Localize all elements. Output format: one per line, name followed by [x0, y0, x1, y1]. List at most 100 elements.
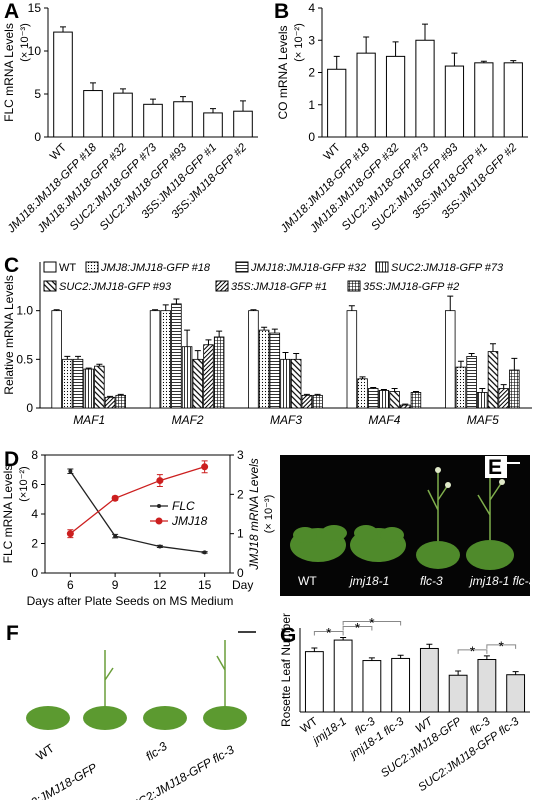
bar — [445, 310, 456, 409]
x-tick-label: 6 — [67, 578, 74, 592]
legend-label: 35S:JMJ18-GFP #1 — [231, 281, 327, 293]
comparison-bracket — [313, 630, 344, 636]
photo-label: SUC2:JMJ18-GFP flc-3 — [121, 742, 236, 800]
error-bar — [480, 60, 487, 63]
legend-label: JMJ8:JMJ18-GFP #18 — [100, 262, 211, 274]
error-bar — [53, 309, 60, 311]
y-axis-label: Rosette Leaf Number — [279, 613, 293, 727]
error-bar — [402, 403, 409, 406]
y-tick-label: 0 — [308, 130, 315, 144]
error-bar — [240, 100, 246, 112]
error-bar — [205, 339, 212, 345]
comparison-label: * — [499, 638, 505, 654]
legend-swatch — [375, 261, 389, 273]
point — [156, 477, 164, 485]
point — [113, 534, 118, 539]
legend-swatch — [215, 280, 229, 292]
comparison-label: * — [470, 643, 476, 659]
x-tick-label: 9 — [112, 578, 119, 592]
bar — [455, 366, 467, 409]
bar — [304, 651, 324, 713]
y-tick-label: 10 — [28, 44, 42, 58]
y-tick-label: 2 — [237, 487, 244, 501]
comparison-label: * — [369, 614, 375, 630]
bar — [477, 392, 488, 409]
error-bar — [510, 60, 517, 63]
legend-swatch — [235, 261, 249, 273]
series-line — [69, 470, 205, 553]
bar — [474, 62, 494, 138]
bar — [410, 392, 422, 409]
panel-letter: E — [488, 456, 502, 479]
error-bar — [391, 388, 398, 392]
y-tick-label: 0 — [31, 566, 38, 580]
y2-axis-unit: (× 10⁻³) — [263, 495, 275, 534]
comparison-bracket — [342, 620, 402, 626]
y-tick-label: 4 — [308, 1, 315, 15]
legend-swatch — [85, 261, 99, 273]
bar — [53, 31, 73, 138]
bar — [448, 674, 468, 713]
y-tick-label: 8 — [31, 448, 38, 462]
error-bar — [282, 352, 289, 360]
bar — [444, 65, 465, 138]
legend-label: WT — [59, 262, 76, 274]
error-bar — [511, 357, 518, 371]
error-bar — [271, 328, 278, 334]
bar — [466, 356, 477, 409]
bar — [400, 404, 411, 409]
point — [68, 469, 73, 474]
bar — [171, 303, 182, 409]
error-bar — [64, 355, 71, 360]
error-bar — [359, 376, 366, 379]
bar — [333, 639, 353, 713]
legend-label: SUC2:JMJ18-GFP #93 — [59, 281, 172, 293]
error-bar — [489, 343, 496, 352]
bar — [62, 358, 73, 409]
panel-letter: D — [4, 448, 19, 471]
y-tick-label: 1.0 — [16, 304, 33, 318]
error-bar — [60, 26, 66, 33]
bar — [51, 310, 62, 409]
bar — [233, 110, 253, 138]
bar — [143, 103, 163, 138]
bar — [149, 310, 161, 409]
y-tick-label: 15 — [28, 1, 42, 15]
bar — [160, 310, 171, 409]
point — [111, 494, 119, 502]
bar — [362, 660, 382, 713]
bar — [104, 396, 116, 409]
y-axis-label: FLC mRNA Levels — [2, 23, 16, 122]
point — [66, 530, 74, 538]
bar — [389, 391, 400, 409]
bar — [415, 39, 435, 138]
error-bar — [500, 384, 507, 389]
error-bar — [363, 36, 370, 54]
y-tick-label: 5 — [34, 87, 41, 101]
error-bar — [162, 304, 169, 311]
bar — [94, 365, 105, 409]
bar — [506, 674, 526, 713]
error-bar — [457, 360, 464, 368]
bar — [113, 92, 133, 138]
series-line — [69, 466, 205, 535]
bar — [248, 310, 259, 409]
y-axis-label: CO mRNA Levels — [276, 25, 290, 119]
error-bar — [348, 305, 355, 311]
y-tick-label: 0 — [237, 566, 244, 580]
x-tick-label: MAF1 — [73, 413, 105, 427]
x-tick-label: 12 — [153, 578, 167, 592]
error-bar — [311, 647, 318, 652]
error-bar — [210, 108, 216, 113]
legend-label: JMJ18 — [171, 514, 208, 528]
letter-backdrop — [485, 456, 507, 478]
legend-marker — [155, 517, 163, 525]
error-bar — [150, 98, 156, 105]
error-bar — [180, 96, 186, 102]
y-tick-label: 0.5 — [16, 352, 33, 366]
panel-letter: A — [4, 0, 19, 23]
error-bar — [451, 52, 458, 67]
comparison-label: * — [355, 619, 361, 635]
photo-label: WT — [33, 741, 57, 764]
y-tick-label: 2 — [308, 66, 315, 80]
